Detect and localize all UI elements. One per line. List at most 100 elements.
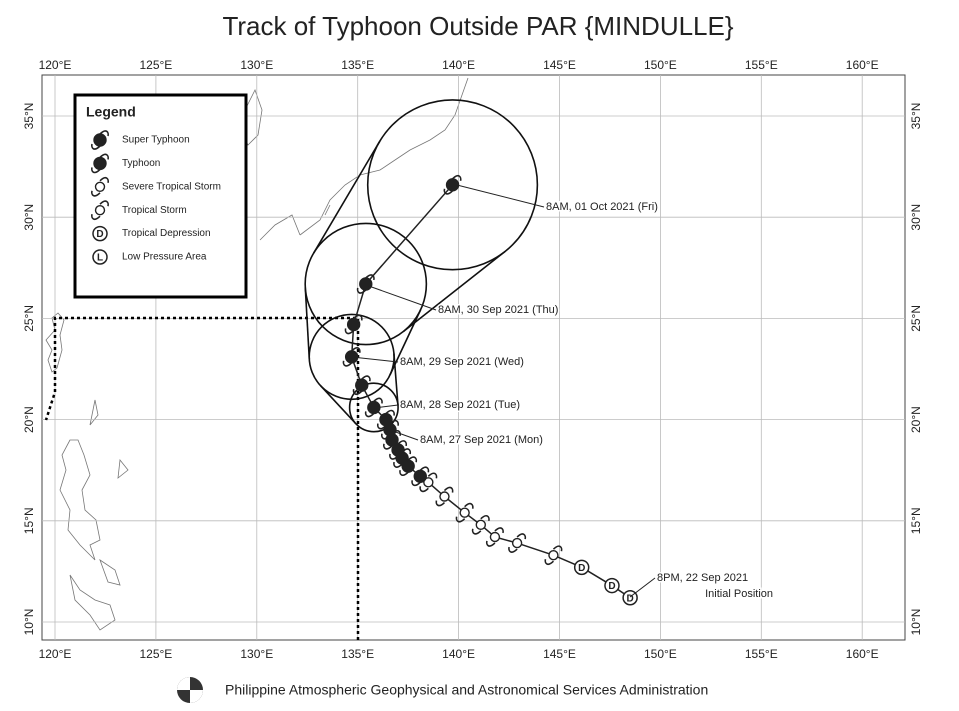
storm-symbol xyxy=(356,274,375,294)
track-annotation: 8AM, 30 Sep 2021 (Thu) xyxy=(438,304,558,316)
legend-label: Tropical Depression xyxy=(122,228,211,239)
cone-edge xyxy=(319,385,357,425)
lon-tick-label: 140°E xyxy=(442,647,475,661)
lat-tick-label: 30°N xyxy=(909,204,923,231)
lon-tick-label: 150°E xyxy=(644,647,677,661)
symbol-tails xyxy=(399,456,418,476)
storm-symbol xyxy=(435,486,454,507)
storm-symbol xyxy=(508,533,527,553)
symbol-tails xyxy=(411,466,430,487)
annotations: 8AM, 01 Oct 2021 (Fri) 8AM, 30 Sep 2021 (… xyxy=(351,183,775,601)
storm-symbol xyxy=(443,174,462,195)
symbol-letter: L xyxy=(97,253,103,264)
legend-box xyxy=(73,93,248,299)
lat-tick-label: 15°N xyxy=(909,507,923,534)
symbol-tails xyxy=(485,527,504,547)
symbol-core xyxy=(94,204,106,216)
symbol-tails xyxy=(364,397,383,418)
lat-tick-label: 25°N xyxy=(909,305,923,332)
symbol-core xyxy=(346,317,361,332)
lon-tick-label: 120°E xyxy=(39,58,72,72)
storm-symbol: D xyxy=(573,559,590,576)
track-annotation: Initial Position xyxy=(705,588,773,600)
storm-symbol xyxy=(376,409,395,430)
forecast-cone xyxy=(304,99,539,433)
storm-symbol: D xyxy=(604,577,620,594)
luzon xyxy=(59,439,101,561)
legend-label: Severe Tropical Storm xyxy=(122,181,221,192)
footer: Philippine Atmospheric Geophysical and A… xyxy=(225,682,708,698)
symbol-tails xyxy=(389,440,408,460)
storm-symbol xyxy=(342,347,361,367)
legend-title: Legend xyxy=(86,104,136,120)
symbol-tails xyxy=(91,130,109,150)
symbol-core xyxy=(445,178,460,192)
symbol-core xyxy=(391,443,405,457)
leader-line xyxy=(351,356,399,363)
symbol-tails xyxy=(419,472,438,493)
symbol-tails xyxy=(91,200,109,221)
lat-tick-label: 35°N xyxy=(22,103,36,130)
legend-label: Typhoon xyxy=(122,158,160,169)
symbol-core xyxy=(93,156,107,171)
legend-label: Tropical Storm xyxy=(122,205,187,216)
symbol-core xyxy=(459,507,470,518)
lat-tick-label: 30°N xyxy=(22,204,36,231)
cone-edge xyxy=(304,287,311,360)
symbol-core xyxy=(489,531,501,543)
symbol-letter: D xyxy=(608,581,615,592)
track-annotation: 8AM, 27 Sep 2021 (Mon) xyxy=(420,434,543,446)
lat-tick-label: 10°N xyxy=(909,609,923,636)
symbol-ring xyxy=(573,559,590,576)
lon-tick-label: 130°E xyxy=(240,647,273,661)
lon-tick-label: 160°E xyxy=(846,58,879,72)
cone-edge xyxy=(389,309,422,376)
storm-symbol xyxy=(352,375,371,396)
symbol-core xyxy=(379,412,393,427)
symbol-core xyxy=(511,537,523,549)
symbol-tails xyxy=(443,174,462,195)
symbol-tails xyxy=(356,274,375,294)
storm-symbol: D xyxy=(92,225,108,242)
lon-tick-label: 155°E xyxy=(745,647,778,661)
storm-symbol xyxy=(91,153,109,174)
forecast-circle xyxy=(348,382,399,433)
symbol-tails xyxy=(471,515,490,535)
symbol-core xyxy=(355,378,369,392)
symbol-tails xyxy=(342,347,361,367)
symbol-core xyxy=(439,491,450,502)
lon-tick-label: 150°E xyxy=(644,58,677,72)
storm-symbol xyxy=(411,466,430,487)
lon-tick-label: 135°E xyxy=(341,58,374,72)
lat-tick-label: 15°N xyxy=(22,507,36,534)
lat-tick-label: 10°N xyxy=(22,609,36,636)
lon-tick-label: 145°E xyxy=(543,58,576,72)
symbol-tails xyxy=(455,502,474,523)
par-boundary xyxy=(44,316,360,640)
lon-tick-label: 125°E xyxy=(139,647,172,661)
symbol-tails xyxy=(508,533,527,553)
symbol-core xyxy=(413,469,427,483)
visayas xyxy=(69,558,121,631)
cone-edge xyxy=(393,353,399,406)
forecast-circle xyxy=(366,99,539,271)
lon-tick-label: 120°E xyxy=(39,647,72,661)
symbol-ring xyxy=(92,225,108,242)
lon-tick-label: 130°E xyxy=(240,58,273,72)
symbol-tails xyxy=(435,486,454,507)
japan xyxy=(259,77,469,241)
storm-symbol xyxy=(91,176,109,197)
lat-tick-label: 25°N xyxy=(22,305,36,332)
symbol-core xyxy=(423,477,434,488)
lat-tick-label: 20°N xyxy=(22,406,36,433)
symbol-core xyxy=(344,350,359,364)
title: Track of Typhoon Outside PAR {MINDULLE} xyxy=(222,11,733,41)
lon-tick-label: 160°E xyxy=(846,647,879,661)
symbol-tails xyxy=(91,153,109,174)
lon-tick-label: 125°E xyxy=(139,58,172,72)
lon-tick-label: 145°E xyxy=(543,647,576,661)
symbol-tails xyxy=(376,409,395,430)
leader-line xyxy=(452,183,545,208)
lat-tick-label: 20°N xyxy=(909,406,923,433)
symbol-core xyxy=(548,550,559,561)
